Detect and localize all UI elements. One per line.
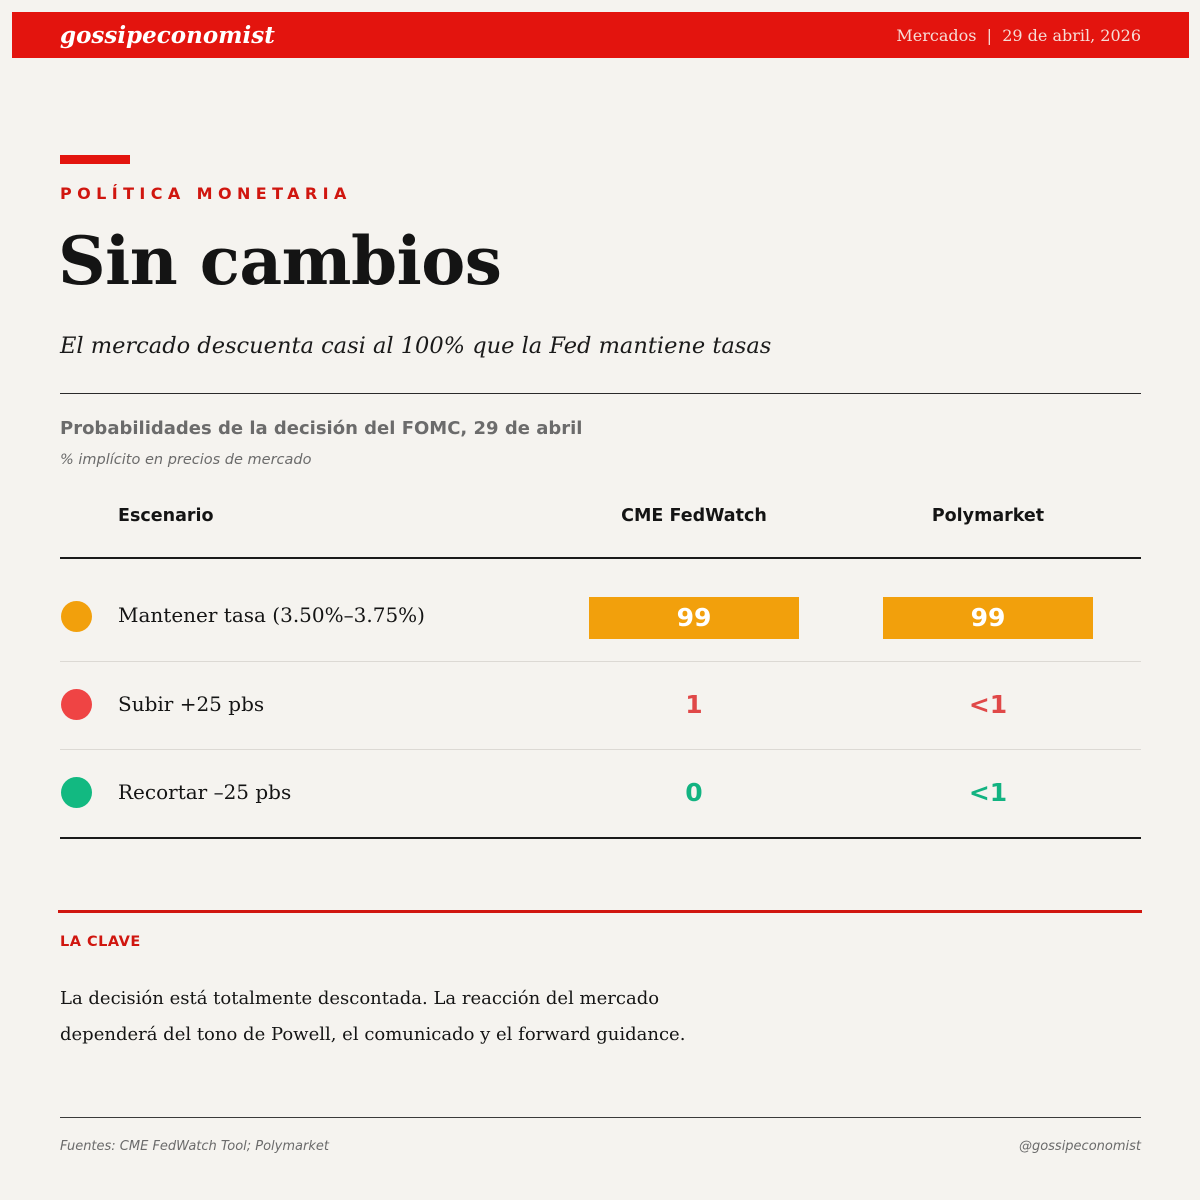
- brand-logo[interactable]: gossipeconomist: [60, 22, 275, 49]
- section-date: Mercados | 29 de abril, 2026: [896, 26, 1141, 45]
- sources-note: Fuentes: CME FedWatch Tool; Polymarket: [60, 1139, 329, 1154]
- row-divider: [60, 749, 1141, 750]
- scenario-dot-icon: [61, 689, 92, 720]
- table-subtitle: % implícito en precios de mercado: [60, 452, 312, 468]
- table-bottom-rule: [60, 837, 1141, 839]
- key-accent-rule: [58, 910, 1142, 913]
- divider: [60, 393, 1141, 394]
- footer-rule: [60, 1117, 1141, 1118]
- scenario-dot-icon: [61, 777, 92, 808]
- accent-bar: [60, 155, 130, 164]
- polymarket-value: <1: [968, 690, 1008, 719]
- scenario-label: Mantener tasa (3.50%–3.75%): [118, 603, 425, 627]
- column-header-cme: CME FedWatch: [621, 506, 767, 526]
- scenario-label: Subir +25 pbs: [118, 692, 265, 716]
- column-header-polymarket: Polymarket: [931, 506, 1045, 526]
- column-header-scenario: Escenario: [118, 506, 214, 526]
- polymarket-value: 99: [883, 597, 1093, 639]
- kicker: POLÍTICA MONETARIA: [60, 184, 352, 203]
- cme-value: 1: [685, 690, 703, 719]
- table-row: Mantener tasa (3.50%–3.75%) 99 99: [0, 573, 1200, 661]
- key-text: La decisión está totalmente descontada. …: [60, 988, 686, 1045]
- scenario-label: Recortar –25 pbs: [118, 780, 292, 804]
- table-row: Recortar –25 pbs 0 <1: [0, 749, 1200, 837]
- scenario-dot-icon: [61, 601, 92, 632]
- subheadline: El mercado descuenta casi al 100% que la…: [60, 333, 772, 359]
- social-handle[interactable]: @gossipeconomist: [1018, 1139, 1141, 1154]
- cme-value: 99: [589, 597, 799, 639]
- key-label: LA CLAVE: [60, 934, 141, 950]
- table-top-rule: [60, 557, 1141, 559]
- top-banner: gossipeconomist Mercados | 29 de abril, …: [12, 12, 1189, 58]
- polymarket-value: <1: [968, 778, 1008, 807]
- cme-value: 0: [685, 778, 703, 807]
- headline: Sin cambios: [58, 222, 502, 300]
- table-row: Subir +25 pbs 1 <1: [0, 661, 1200, 749]
- table-title: Probabilidades de la decisión del FOMC, …: [60, 418, 583, 439]
- row-divider: [60, 661, 1141, 662]
